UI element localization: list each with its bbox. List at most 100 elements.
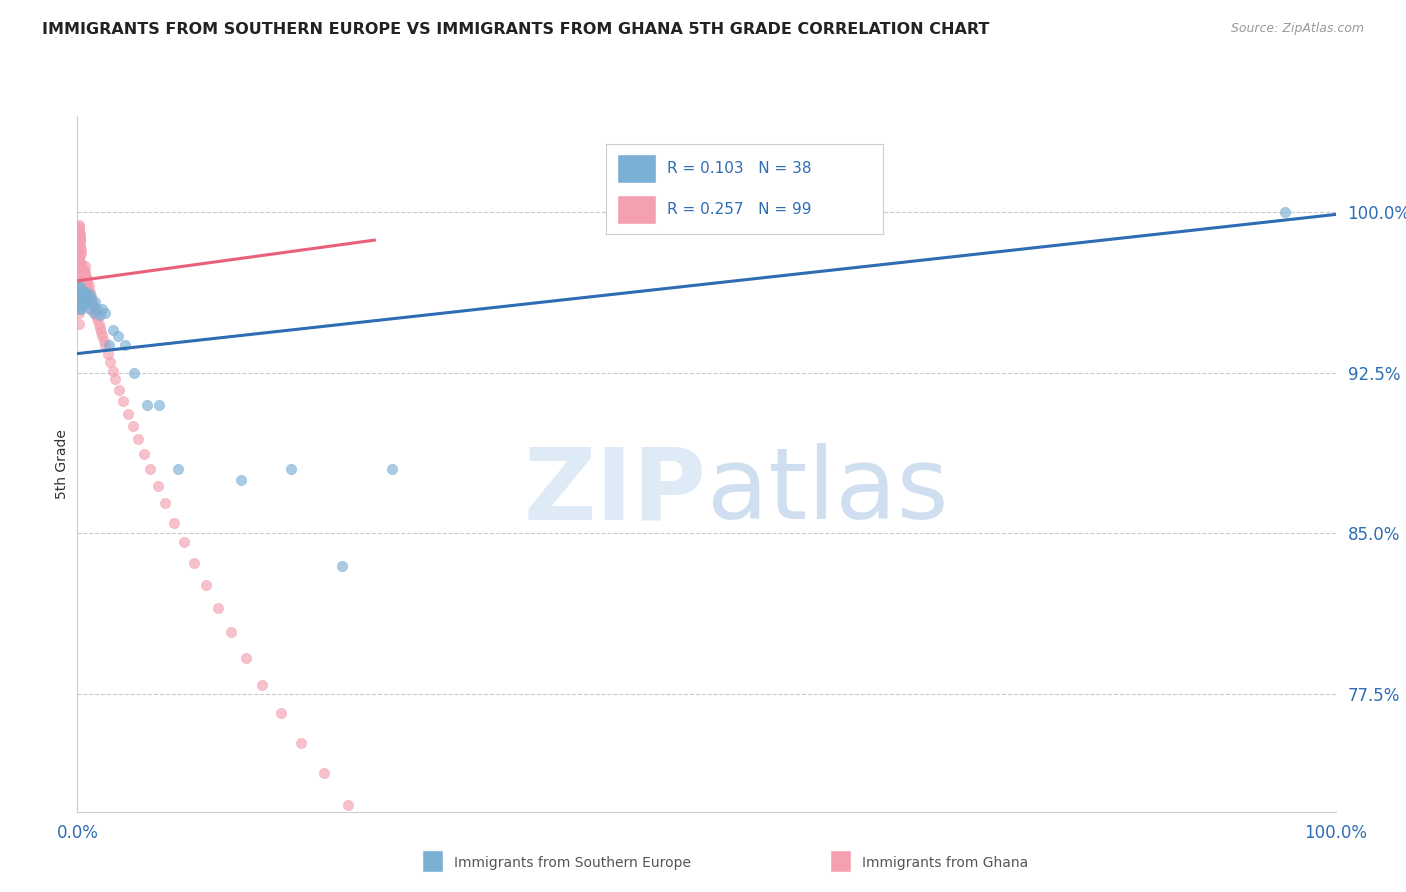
Point bbox=[83, 306, 105, 320]
Point bbox=[135, 398, 157, 412]
Point bbox=[72, 286, 94, 301]
Point bbox=[114, 338, 136, 352]
Point bbox=[108, 383, 131, 397]
Point bbox=[67, 237, 90, 252]
Point bbox=[69, 235, 91, 250]
Point bbox=[69, 259, 91, 273]
Point bbox=[70, 246, 93, 260]
Point bbox=[75, 291, 97, 305]
Point bbox=[69, 233, 91, 247]
Text: R = 0.103   N = 38: R = 0.103 N = 38 bbox=[666, 161, 811, 176]
Point bbox=[146, 479, 169, 493]
Point bbox=[73, 286, 96, 301]
Point bbox=[107, 329, 129, 343]
Bar bbox=[617, 153, 655, 183]
Point bbox=[70, 286, 93, 301]
Point bbox=[70, 286, 93, 301]
Point bbox=[67, 218, 90, 232]
Point bbox=[97, 338, 120, 352]
Point bbox=[86, 312, 108, 326]
Point bbox=[76, 274, 98, 288]
Point bbox=[381, 462, 404, 476]
Point bbox=[77, 291, 100, 305]
Point bbox=[219, 624, 242, 639]
Point bbox=[132, 447, 155, 461]
Point bbox=[127, 432, 149, 446]
Point bbox=[121, 419, 143, 434]
Point bbox=[148, 398, 170, 412]
Point bbox=[117, 407, 139, 421]
Point bbox=[122, 366, 145, 380]
Point bbox=[80, 291, 103, 305]
Point bbox=[173, 535, 195, 549]
Point bbox=[67, 291, 90, 305]
Point bbox=[67, 231, 90, 245]
Point bbox=[70, 265, 93, 279]
Point bbox=[98, 355, 121, 369]
Point bbox=[79, 301, 101, 316]
Point bbox=[84, 308, 107, 322]
Point bbox=[69, 280, 91, 294]
Point bbox=[72, 285, 94, 299]
Point bbox=[77, 278, 100, 293]
Text: R = 0.257   N = 99: R = 0.257 N = 99 bbox=[666, 202, 811, 218]
Point bbox=[67, 225, 90, 239]
Point bbox=[73, 259, 96, 273]
Point bbox=[270, 706, 292, 721]
Point bbox=[84, 295, 107, 310]
Point bbox=[67, 228, 90, 243]
Point bbox=[67, 263, 90, 277]
Point bbox=[69, 280, 91, 294]
Point bbox=[67, 220, 90, 235]
Point bbox=[111, 393, 134, 408]
Point bbox=[101, 364, 124, 378]
Text: atlas: atlas bbox=[707, 443, 948, 541]
Point bbox=[90, 325, 112, 339]
Point bbox=[1274, 205, 1296, 219]
Point bbox=[67, 274, 90, 288]
Point bbox=[72, 300, 94, 314]
Point bbox=[77, 289, 100, 303]
Point bbox=[89, 321, 111, 335]
Point bbox=[76, 285, 98, 299]
Point bbox=[75, 269, 97, 284]
Point bbox=[82, 297, 104, 311]
Point bbox=[69, 231, 91, 245]
Point bbox=[207, 601, 229, 615]
Point bbox=[79, 295, 101, 310]
Point bbox=[235, 650, 257, 665]
Point bbox=[80, 301, 103, 316]
Point bbox=[290, 736, 312, 750]
Point bbox=[76, 280, 98, 294]
Point bbox=[84, 303, 107, 318]
Point bbox=[91, 329, 114, 343]
Text: ZIP: ZIP bbox=[523, 443, 707, 541]
Point bbox=[67, 301, 90, 316]
Point bbox=[72, 263, 94, 277]
Point bbox=[73, 265, 96, 279]
Point bbox=[67, 227, 90, 241]
Point bbox=[72, 276, 94, 290]
Point bbox=[72, 285, 94, 299]
Point bbox=[312, 766, 335, 780]
Y-axis label: 5th Grade: 5th Grade bbox=[55, 429, 69, 499]
Point bbox=[69, 248, 91, 262]
Point bbox=[72, 265, 94, 279]
Point bbox=[252, 678, 274, 692]
Point bbox=[72, 260, 94, 275]
Point bbox=[69, 269, 91, 284]
Point bbox=[73, 276, 96, 290]
Point bbox=[101, 323, 124, 337]
Point bbox=[73, 295, 96, 310]
Bar bbox=[617, 195, 655, 224]
Point bbox=[67, 222, 90, 236]
Point bbox=[69, 227, 91, 241]
Point bbox=[330, 558, 353, 573]
Point bbox=[139, 462, 162, 476]
Point bbox=[336, 798, 359, 813]
Text: Immigrants from Southern Europe: Immigrants from Southern Europe bbox=[454, 856, 692, 871]
Text: IMMIGRANTS FROM SOUTHERN EUROPE VS IMMIGRANTS FROM GHANA 5TH GRADE CORRELATION C: IMMIGRANTS FROM SOUTHERN EUROPE VS IMMIG… bbox=[42, 22, 990, 37]
Point bbox=[93, 334, 115, 348]
Point bbox=[67, 295, 90, 310]
Point bbox=[75, 269, 97, 284]
